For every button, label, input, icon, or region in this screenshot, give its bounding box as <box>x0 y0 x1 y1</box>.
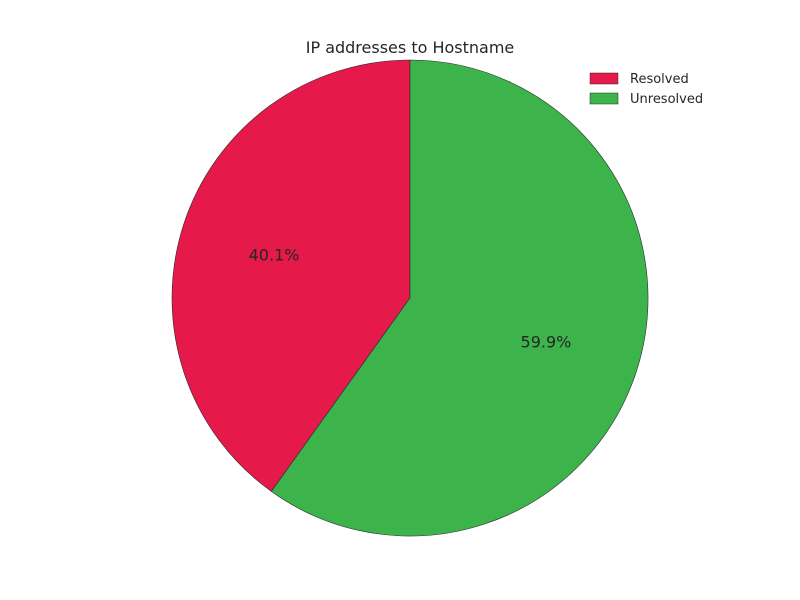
pie-slices <box>171 59 649 537</box>
pie-label-unresolved: 59.9% <box>521 333 572 352</box>
legend-swatch-resolved <box>589 72 619 85</box>
pie-label-resolved: 40.1% <box>249 245 300 264</box>
legend-label-unresolved: Unresolved <box>630 92 703 107</box>
pie-percent-labels: 40.1% 59.9% <box>249 245 572 351</box>
legend-swatch-unresolved <box>589 92 619 105</box>
chart-title: IP addresses to Hostname <box>306 38 515 57</box>
pie-slice-unresolved <box>270 59 649 537</box>
pie-slice-resolved <box>171 59 411 492</box>
legend-label-resolved: Resolved <box>630 72 689 87</box>
legend: Resolved Unresolved <box>589 72 703 107</box>
